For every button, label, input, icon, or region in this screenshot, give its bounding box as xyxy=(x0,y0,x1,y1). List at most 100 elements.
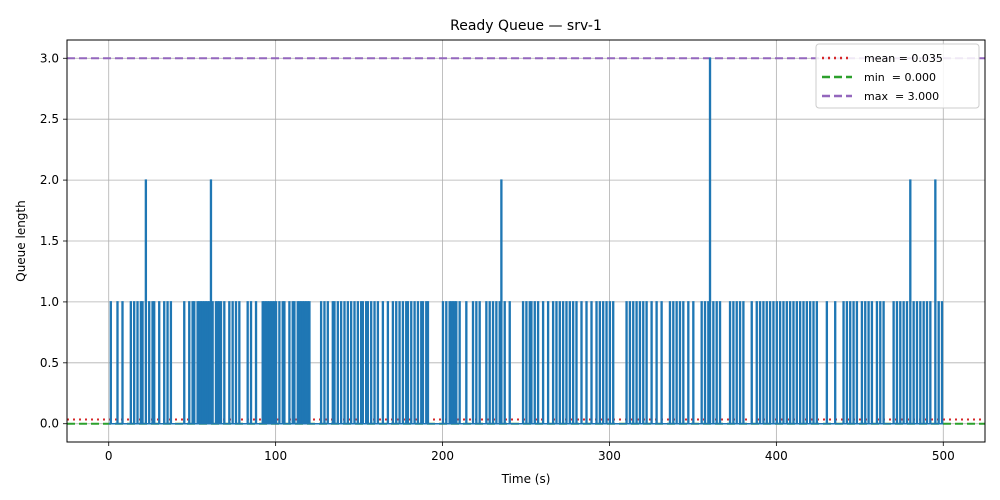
queue-pulse xyxy=(742,301,745,424)
queue-pulse xyxy=(798,301,802,424)
queue-pulse xyxy=(575,301,578,424)
queue-pulse xyxy=(148,301,151,424)
queue-pulse xyxy=(772,301,775,424)
queue-pulse xyxy=(451,301,455,424)
queue-pulse xyxy=(934,179,937,424)
queue-pulse xyxy=(525,301,528,424)
queue-pulse xyxy=(301,301,304,424)
queue-pulse xyxy=(323,301,326,424)
queue-pulse xyxy=(445,301,448,424)
queue-pulse xyxy=(133,301,136,424)
queue-pulse xyxy=(909,179,912,424)
queue-pulse xyxy=(655,301,658,424)
queue-pulse xyxy=(283,301,286,424)
queue-pulse xyxy=(209,179,213,424)
queue-pulse xyxy=(775,301,778,424)
queue-pulse xyxy=(812,301,815,424)
queue-pulse xyxy=(879,301,882,424)
queue-pulse xyxy=(692,301,695,424)
x-tick-label: 0 xyxy=(105,449,113,463)
queue-pulse xyxy=(426,301,430,424)
queue-pulse xyxy=(211,301,214,424)
queue-pulse xyxy=(638,301,642,424)
legend-box xyxy=(815,43,980,109)
queue-pulse xyxy=(645,301,648,424)
queue-pulse xyxy=(805,301,808,424)
queue-pulse xyxy=(712,301,715,424)
queue-pulse xyxy=(922,301,925,424)
queue-pulse xyxy=(571,301,575,424)
queue-pulse xyxy=(860,301,864,424)
queue-pulse xyxy=(595,301,598,424)
queue-pulse xyxy=(304,301,308,424)
queue-pulse xyxy=(735,301,738,424)
queue-pulse xyxy=(498,301,501,424)
queue-pulse xyxy=(762,301,765,424)
queue-pulse xyxy=(299,301,303,424)
queue-pulse xyxy=(864,301,867,424)
queue-pulse xyxy=(912,301,915,424)
queue-pulse xyxy=(485,301,488,424)
queue-pulse xyxy=(475,301,478,424)
legend: mean = 0.035 min = 0.000 max = 3.000 xyxy=(815,43,980,109)
queue-pulse xyxy=(410,301,413,424)
queue-pulse xyxy=(503,301,506,424)
x-tick-label: 500 xyxy=(932,449,955,463)
queue-pulse xyxy=(266,301,269,424)
queue-pulse xyxy=(139,301,143,424)
queue-pulse xyxy=(331,301,334,424)
queue-pulse xyxy=(109,301,112,424)
queue-pulse xyxy=(750,301,753,424)
queue-pulse xyxy=(346,301,349,424)
queue-pulse xyxy=(500,179,503,424)
queue-pulse xyxy=(899,301,902,424)
queue-pulse xyxy=(778,301,782,424)
x-tick-label: 200 xyxy=(431,449,454,463)
queue-pulse xyxy=(491,301,495,424)
queue-pulse xyxy=(765,301,768,424)
queue-pulse xyxy=(208,301,211,424)
y-tick-label: 3.0 xyxy=(40,51,59,65)
queue-pulse xyxy=(625,301,628,424)
queue-pulse xyxy=(166,301,169,424)
queue-pulse xyxy=(495,301,498,424)
queue-pulse xyxy=(246,301,249,424)
series-layer xyxy=(108,57,944,425)
queue-pulse xyxy=(533,301,536,424)
queue-pulse xyxy=(728,301,732,424)
queue-pulse xyxy=(852,301,855,424)
queue-pulse xyxy=(144,179,148,424)
queue-pulse xyxy=(668,301,672,424)
queue-pulse xyxy=(274,301,278,424)
queue-pulse xyxy=(605,301,608,424)
queue-pulse xyxy=(628,301,632,424)
x-tick-label: 400 xyxy=(765,449,788,463)
queue-pulse xyxy=(585,301,588,424)
queue-pulse xyxy=(306,301,309,424)
queue-pulse xyxy=(141,301,144,424)
queue-pulse xyxy=(792,301,795,424)
queue-pulse xyxy=(201,301,204,424)
queue-pulse xyxy=(632,301,635,424)
queue-pulse xyxy=(361,301,365,424)
queue-pulse xyxy=(136,301,139,424)
queue-pulse xyxy=(555,301,558,424)
queue-pulse xyxy=(151,301,154,424)
queue-pulse xyxy=(707,301,710,424)
queue-pulse xyxy=(381,301,385,424)
queue-pulse xyxy=(530,301,533,424)
queue-pulse xyxy=(508,301,511,424)
queue-pulse xyxy=(521,301,525,424)
queue-pulse xyxy=(303,301,306,424)
queue-pulse xyxy=(488,301,491,424)
queue-pulse xyxy=(892,301,895,424)
queue-pulse xyxy=(261,301,264,424)
queue-pulse xyxy=(672,301,675,424)
queue-pulse xyxy=(129,301,133,424)
chart-title: Ready Queue — srv-1 xyxy=(450,18,602,34)
queue-pulse xyxy=(732,301,735,424)
queue-pulse xyxy=(264,301,268,424)
y-axis-ticks: 0.0 0.5 1.0 1.5 2.0 2.5 3.0 xyxy=(40,51,67,431)
queue-pulse xyxy=(308,301,311,424)
queue-pulse xyxy=(795,301,798,424)
